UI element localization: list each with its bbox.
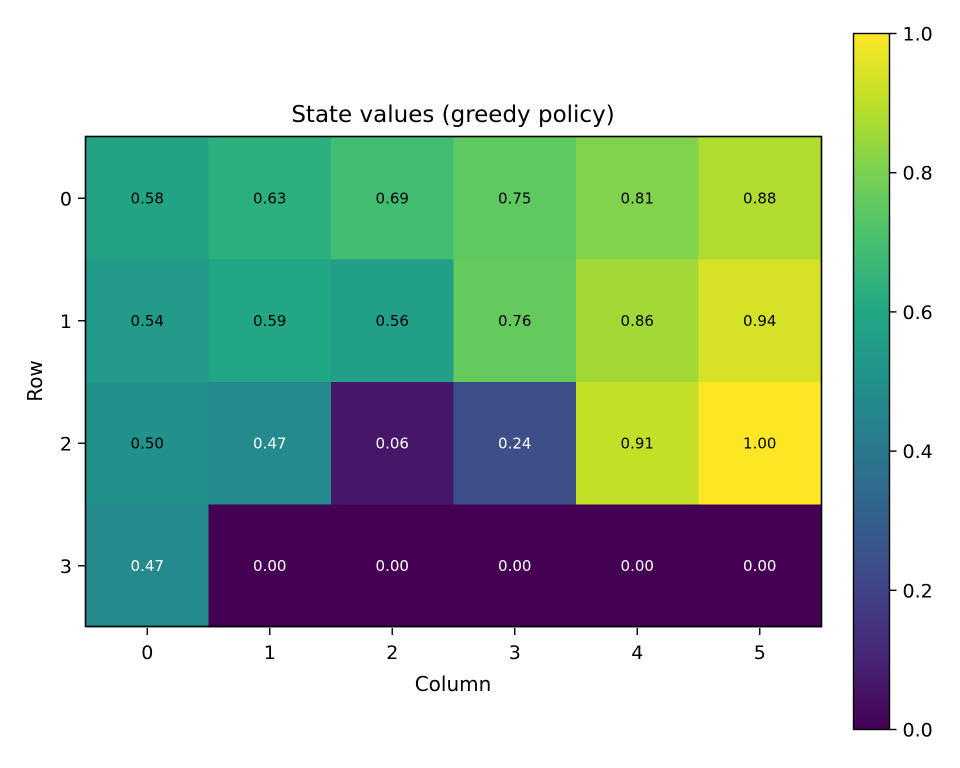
plot-frame <box>84 135 823 628</box>
cell-value-label-r3-c5: 0.00 <box>743 557 776 575</box>
x-tick-label-2: 2 <box>386 642 398 664</box>
cell-value-label-r0-c3: 0.75 <box>498 189 531 207</box>
colorbar-tick-label-0: 0.0 <box>903 720 933 742</box>
y-tick-label-3: 3 <box>60 556 72 578</box>
heatmap-cell-r1-c4 <box>576 259 699 383</box>
x-axis-ticks: 0 1 2 3 4 5 <box>141 628 766 664</box>
heatmap-cell-r0-c4 <box>576 137 699 260</box>
x-tick-label-3: 3 <box>509 642 521 664</box>
cell-value-label-r3-c4: 0.00 <box>621 557 654 575</box>
cell-value-label-r1-c3: 0.76 <box>498 312 531 330</box>
cell-value-label-r2-c4: 0.91 <box>621 434 654 452</box>
cell-value-label-r0-c5: 0.88 <box>743 189 776 207</box>
heatmap-cell-r2-c1 <box>208 382 332 505</box>
heatmap-cell-r3-c2 <box>331 504 454 628</box>
y-axis-label: Row <box>23 360 47 402</box>
cell-value-label-r0-c1: 0.63 <box>253 189 286 207</box>
y-tick-label-2: 2 <box>60 433 72 455</box>
cell-value-label-r1-c4: 0.86 <box>621 312 654 330</box>
heatmap-cell-r0-c3 <box>453 137 577 260</box>
heatmap-cell-r2-c2 <box>331 382 454 505</box>
heatmap-cell-r1-c3 <box>453 259 577 383</box>
y-tick-label-0: 0 <box>60 188 72 210</box>
heatmap-cell-r1-c5 <box>698 259 822 383</box>
cell-value-label-r2-c0: 0.50 <box>131 434 164 452</box>
heatmap-cell-r3-c0 <box>86 504 209 628</box>
cell-value-label-r3-c0: 0.47 <box>131 557 164 575</box>
cell-value-label-r0-c2: 0.69 <box>376 189 409 207</box>
colorbar-tick-label-2: 0.4 <box>903 441 933 463</box>
cell-value-label-r3-c1: 0.00 <box>253 557 286 575</box>
cell-value-label-r3-c3: 0.00 <box>498 557 531 575</box>
heatmap-cell-r2-c4 <box>576 382 699 505</box>
y-axis-ticks: 0 1 2 3 <box>60 188 85 578</box>
cell-value-label-r1-c2: 0.56 <box>376 312 409 330</box>
cell-value-label-r3-c2: 0.00 <box>376 557 409 575</box>
chart-title: State values (greedy policy) <box>291 102 614 128</box>
heatmap-cell-r1-c1 <box>208 259 332 383</box>
heatmap-cell-r3-c5 <box>698 504 822 628</box>
cell-value-label-r1-c5: 0.94 <box>743 312 776 330</box>
heatmap-cell-labels: 0.58 0.63 0.69 0.75 0.81 0.88 0.54 0.59 0.56 0.76… <box>131 189 777 575</box>
colorbar-tick-label-3: 0.6 <box>903 302 933 324</box>
heatmap-cell-r2-c5 <box>698 382 822 505</box>
cell-value-label-r2-c2: 0.06 <box>376 434 409 452</box>
x-tick-label-1: 1 <box>264 642 276 664</box>
heatmap-cell-r0-c2 <box>331 137 454 260</box>
heatmap-cell-r3-c3 <box>453 504 577 628</box>
heatmap-cell-r1-c0 <box>86 259 209 383</box>
cell-value-label-r2-c1: 0.47 <box>253 434 286 452</box>
cell-value-label-r0-c4: 0.81 <box>621 189 654 207</box>
cell-value-label-r0-c0: 0.58 <box>131 189 164 207</box>
x-tick-label-5: 5 <box>754 642 766 664</box>
y-tick-label-1: 1 <box>60 311 72 333</box>
heatmap-cell-r0-c0 <box>86 137 209 260</box>
colorbar <box>852 32 891 731</box>
x-axis-label: Column <box>415 672 492 696</box>
x-tick-label-4: 4 <box>631 642 643 664</box>
heatmap-cell-r2-c3 <box>453 382 577 505</box>
colorbar-ticks: 0.0 0.2 0.4 0.6 0.8 1.0 <box>889 24 933 742</box>
heatmap-cell-r0-c1 <box>208 137 332 260</box>
cell-value-label-r2-c3: 0.24 <box>498 434 531 452</box>
cell-value-label-r2-c5: 1.00 <box>743 434 776 452</box>
x-tick-label-0: 0 <box>141 642 153 664</box>
heatmap-cells <box>86 137 822 628</box>
colorbar-tick-label-5: 1.0 <box>903 24 933 46</box>
colorbar-tick-label-4: 0.8 <box>903 163 933 185</box>
cell-value-label-r1-c1: 0.59 <box>253 312 286 330</box>
cell-value-label-r1-c0: 0.54 <box>131 312 164 330</box>
heatmap-cell-r3-c1 <box>208 504 332 628</box>
colorbar-tick-label-1: 0.2 <box>903 580 933 602</box>
heatmap-cell-r0-c5 <box>698 137 822 260</box>
heatmap-cell-r3-c4 <box>576 504 699 628</box>
heatmap-cell-r1-c2 <box>331 259 454 383</box>
heatmap-cell-r2-c0 <box>86 382 209 505</box>
